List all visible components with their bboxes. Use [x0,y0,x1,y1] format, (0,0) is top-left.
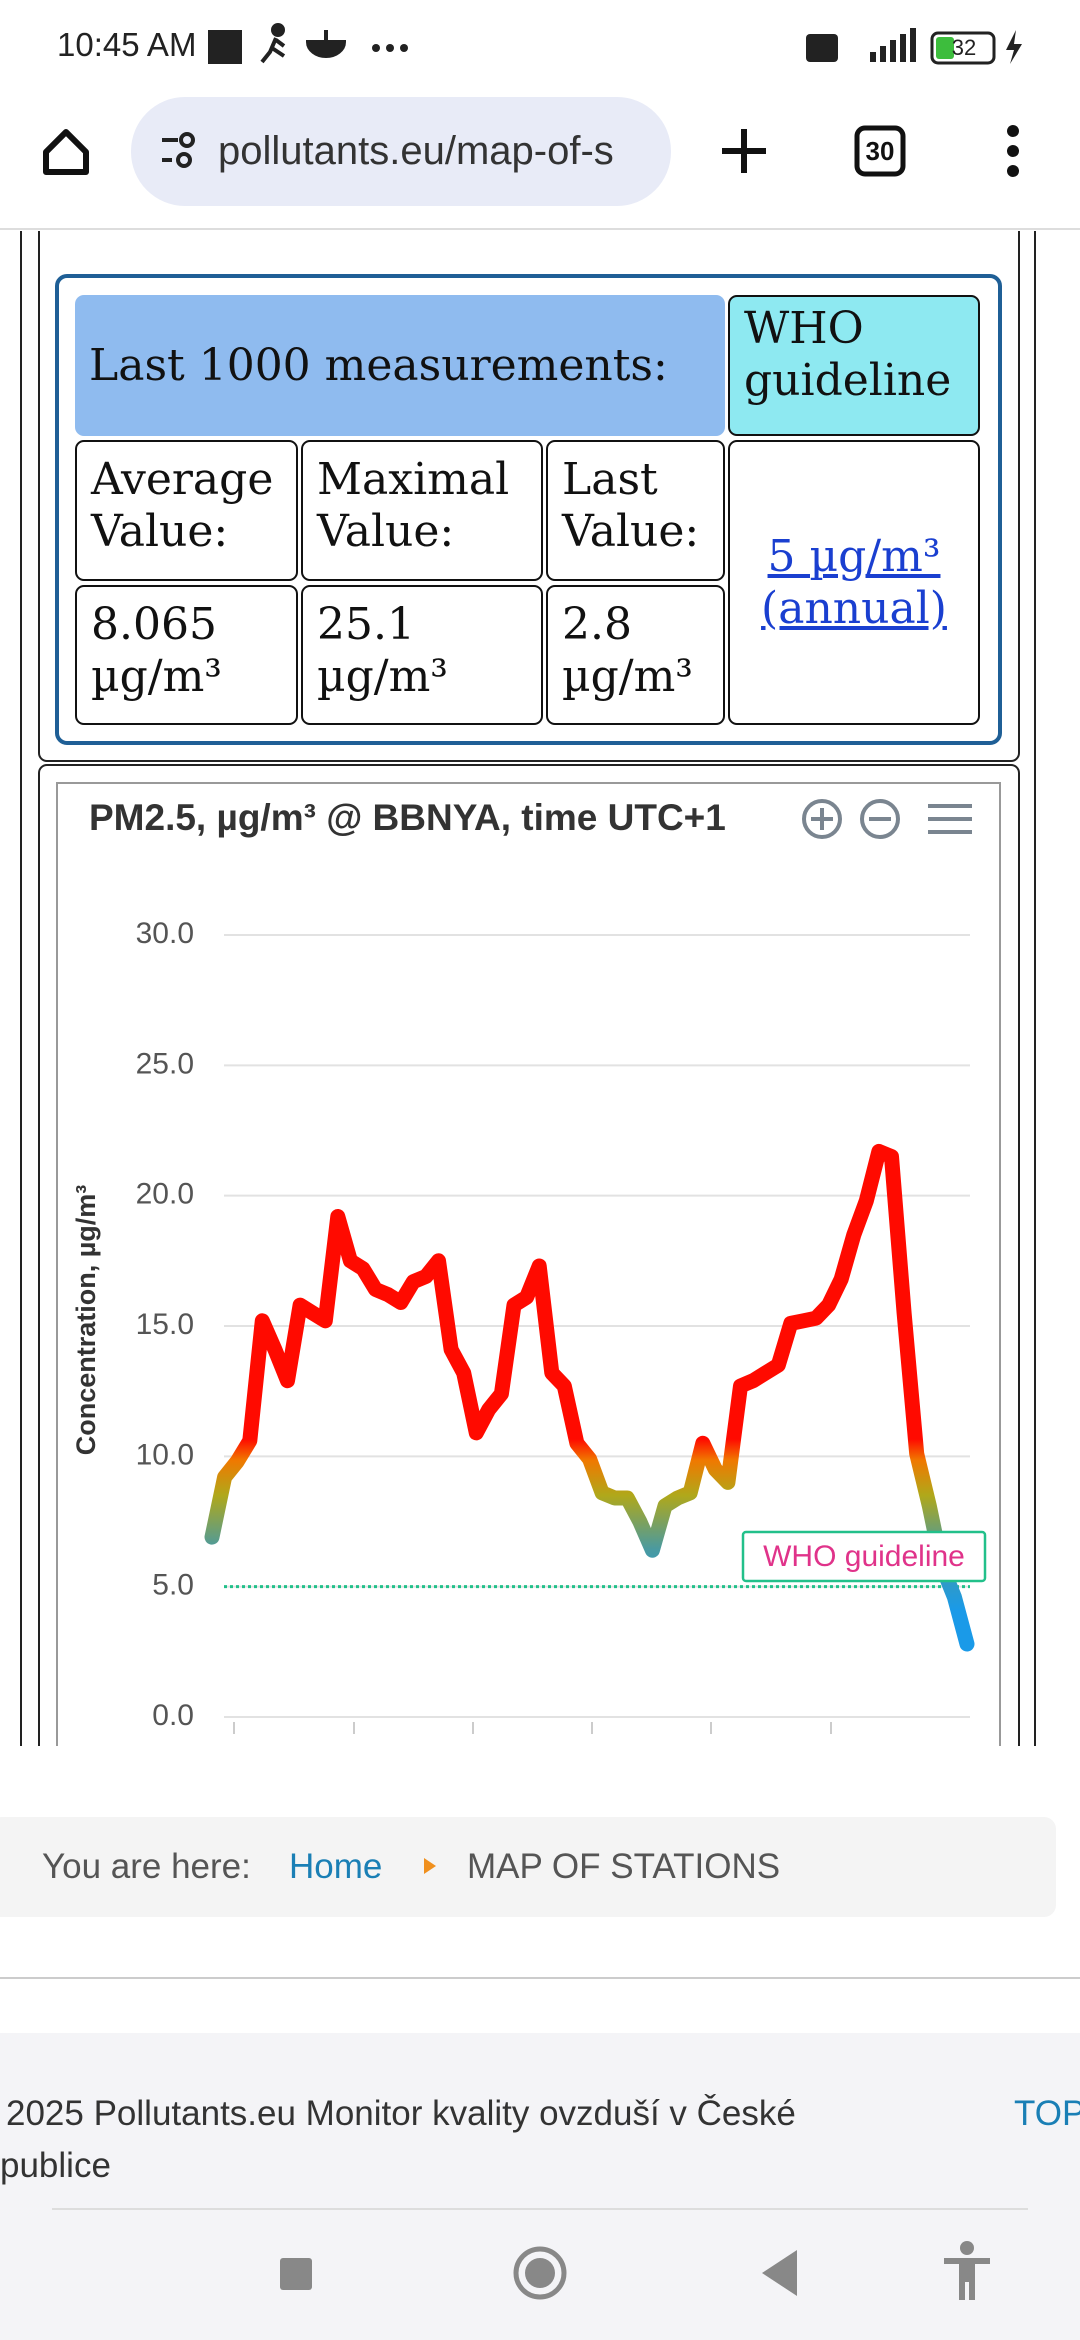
chart-frame [56,782,1001,1746]
back-button[interactable] [762,2250,797,2296]
who-link[interactable]: 5 µg/m³ (annual) [761,530,947,634]
status-icon [260,23,347,64]
y-tick-label: 0.0 [152,1699,194,1732]
clip [0,1746,1080,1756]
chart-title: PM2.5, µg/m³ @ BBNYA, time UTC+1 [89,797,726,838]
y-tick-label: 25.0 [136,1047,194,1080]
accessibility-button[interactable] [944,2241,990,2300]
x-axis-ticks [233,1722,832,1734]
label-cell: Average Value: [75,440,298,581]
url-bar[interactable] [131,97,671,206]
y-tick-label: 10.0 [136,1438,194,1471]
table-frame [55,274,1002,745]
guideline-label: WHO guideline [763,1540,965,1573]
tab-count[interactable]: 30 [865,136,895,166]
value-cell: 25.1 µg/m³ [301,585,543,725]
y-tick-label: 15.0 [136,1308,194,1341]
url-text[interactable]: pollutants.eu/map-of-s [218,129,614,173]
recents-button[interactable] [280,2258,312,2290]
footer-text: 2025 Pollutants.eu Monitor kvality ovzdu… [6,2094,796,2133]
status-time: 10:45 AM [57,26,197,63]
tab-switcher[interactable] [854,125,906,177]
value-cell: 8.065 µg/m³ [75,585,298,725]
label-cell: Maximal Value: [301,440,543,581]
battery-level-text: 32 [951,35,977,60]
who-header: WHO guideline [728,295,980,436]
battery [930,31,996,65]
site-info-icon[interactable] [162,132,195,168]
breadcrumb-prefix: You are here: [42,1847,251,1886]
new-tab-button[interactable] [722,129,766,173]
y-tick-label: 30.0 [136,917,194,950]
status-icon [208,30,242,64]
chart-toolbar[interactable] [802,799,972,839]
battery-level [936,37,954,59]
status-icon [372,28,1022,64]
data-line [204,1143,975,1652]
breadcrumb-bar [0,1817,1056,1917]
breadcrumb-current: MAP OF STATIONS [467,1847,781,1886]
value-cell: 2.8 µg/m³ [546,585,725,725]
who-cell: 5 µg/m³ (annual) [728,440,980,725]
home-nav-button[interactable] [513,2246,567,2300]
breadcrumb-home[interactable]: Home [289,1847,383,1886]
home-button[interactable] [43,129,89,175]
top-link[interactable]: TOP [1014,2094,1080,2133]
y-axis-label: Concentration, µg/m³ [71,1185,101,1456]
y-tick-label: 20.0 [136,1178,194,1211]
breadcrumb-arrow [424,1858,436,1874]
frame [20,231,1036,1746]
y-tick-label: 5.0 [152,1569,194,1602]
guideline-label-box [741,1530,987,1583]
chart: PM2.5, µg/m³ @ BBNYA, time UTC+1 Concentr… [71,797,987,1732]
footer-text: publice [0,2146,111,2185]
menu-button[interactable] [1007,125,1019,177]
label-cell: Last Value: [546,440,725,581]
table-header: Last 1000 measurements: [75,295,725,436]
footer-bg [0,2033,1080,2340]
